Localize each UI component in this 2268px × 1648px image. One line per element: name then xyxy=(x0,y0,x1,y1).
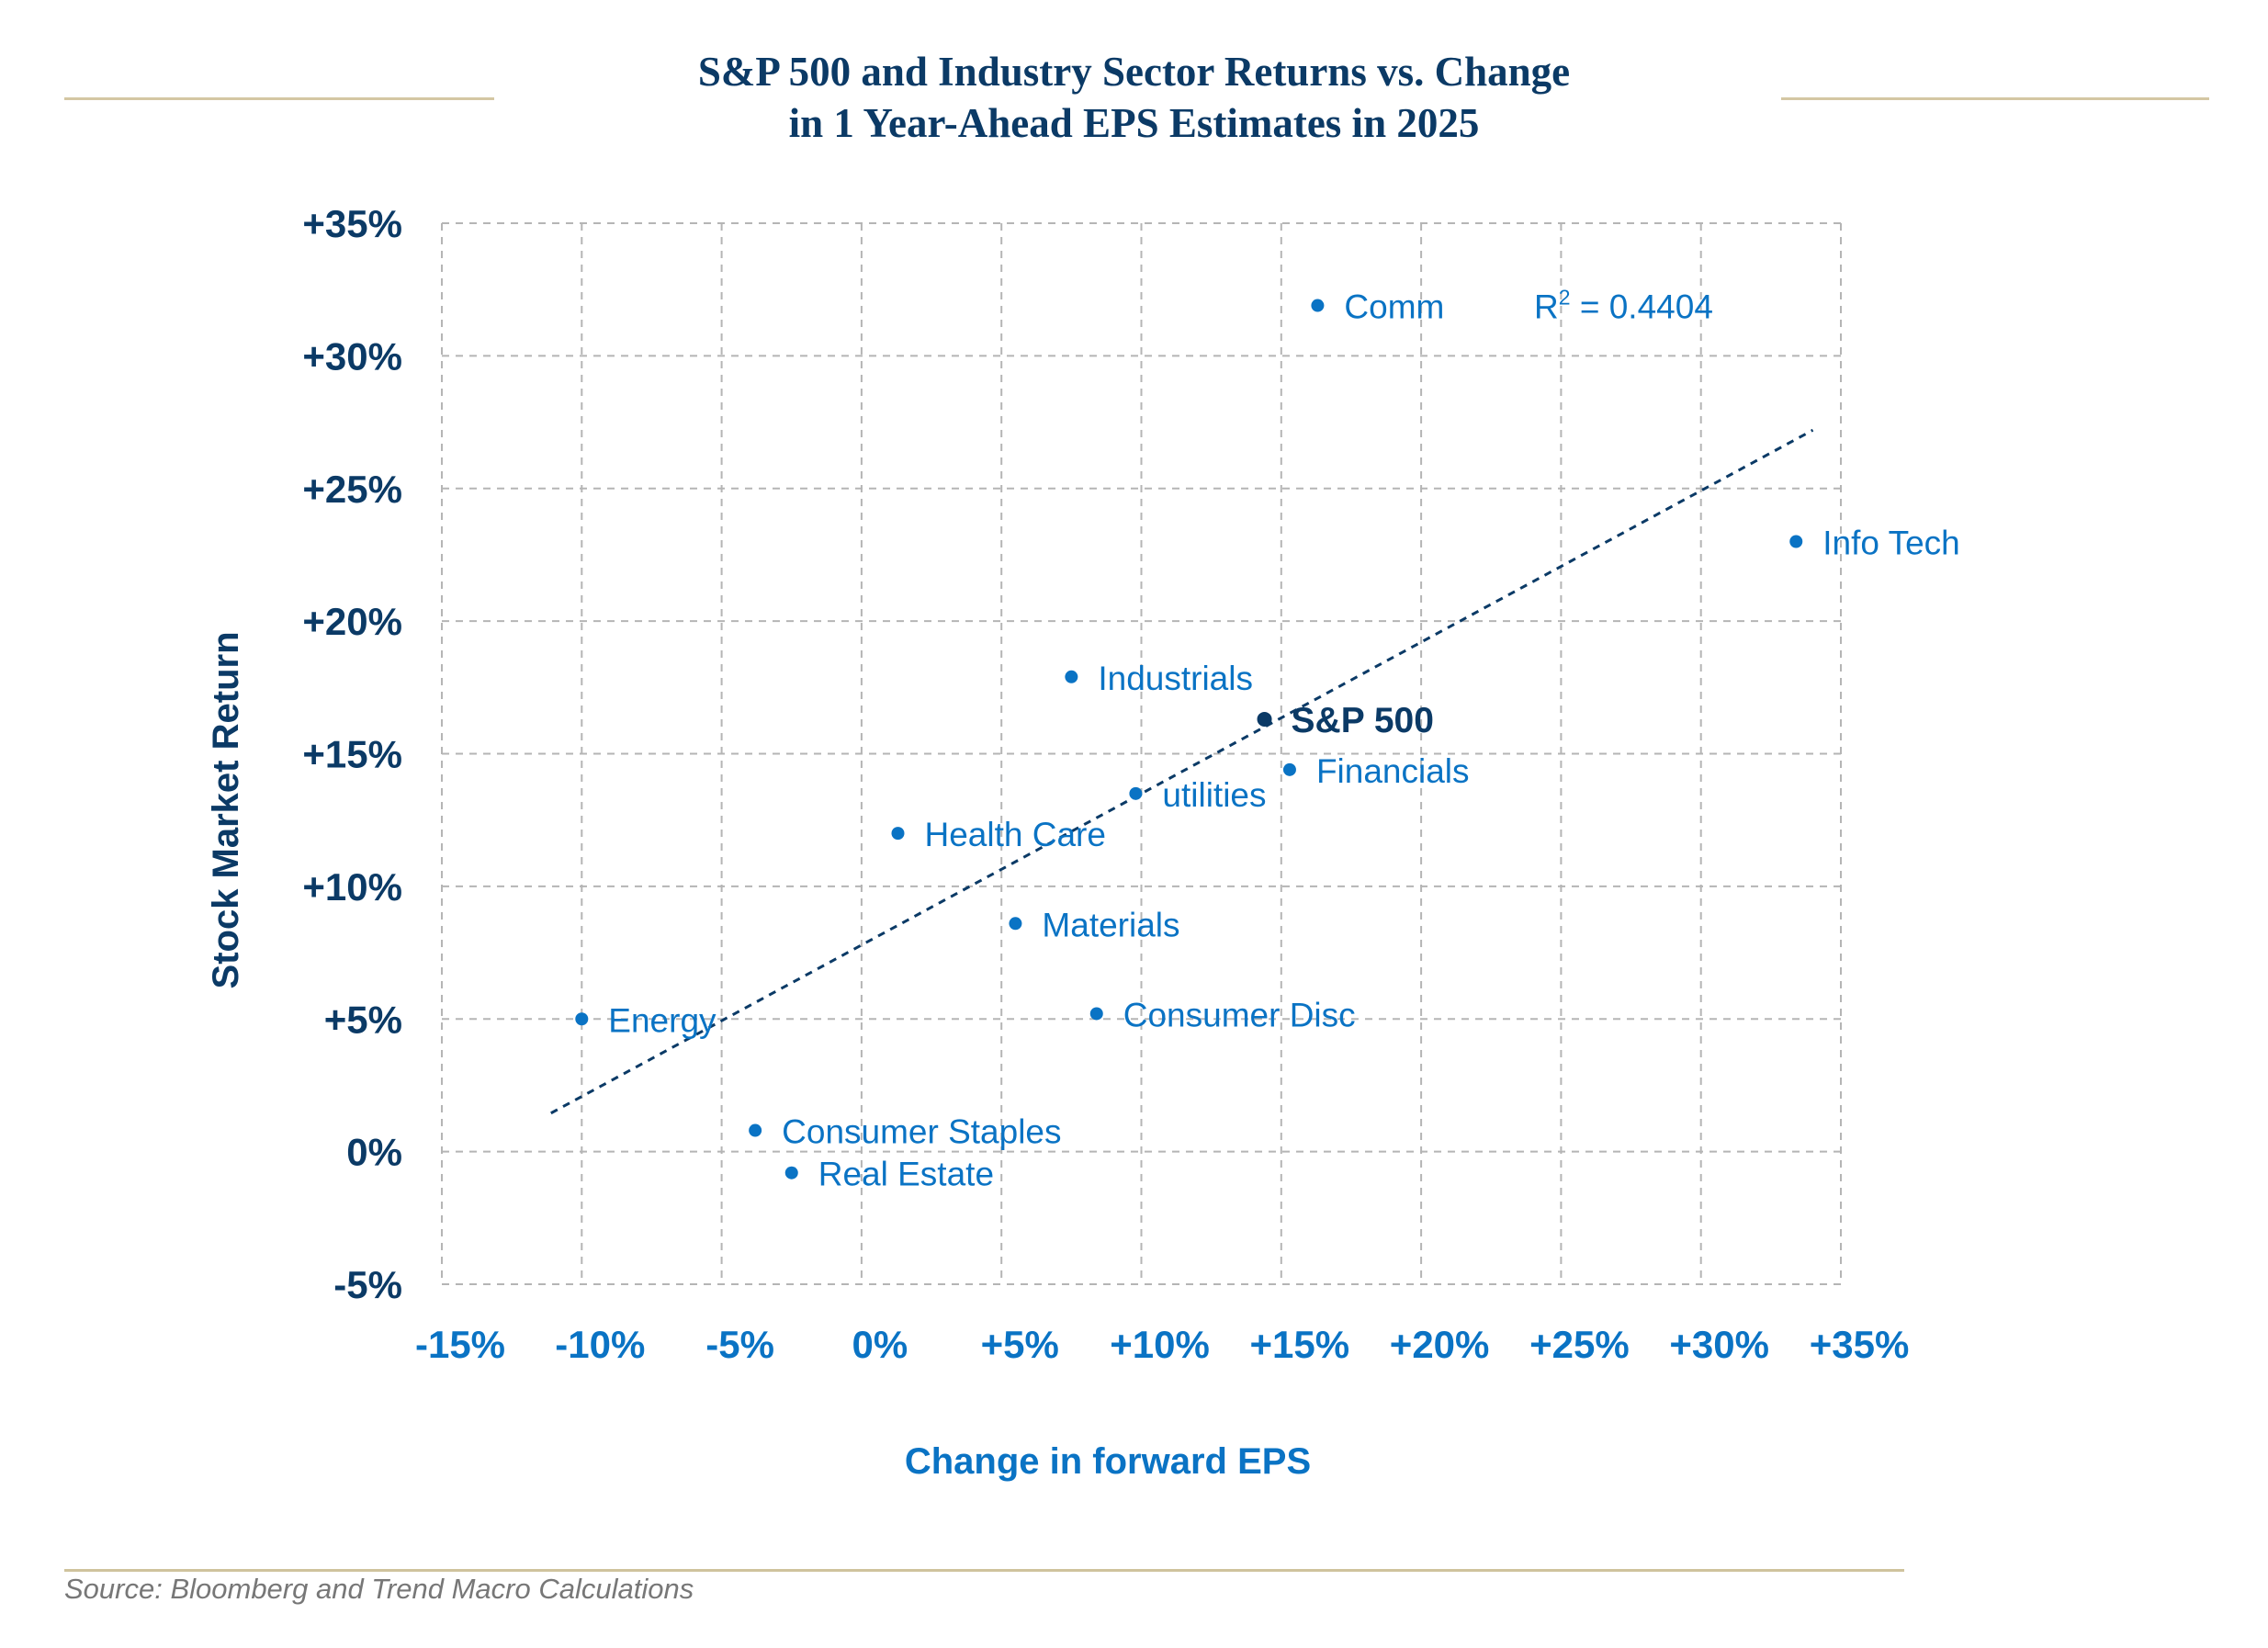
data-point-label: S&P 500 xyxy=(1292,701,1434,740)
y-axis-title: Stock Market Return xyxy=(206,632,246,989)
data-point-label: Health Care xyxy=(924,816,1105,853)
data-point xyxy=(891,827,905,841)
x-tick-label: +30% xyxy=(1669,1323,1769,1366)
y-tick-label: 0% xyxy=(346,1131,402,1174)
grid-lines xyxy=(441,222,1842,1285)
data-point-label: Consumer Disc xyxy=(1123,996,1356,1033)
data-point-label: Financials xyxy=(1316,752,1470,790)
source-note: Source: Bloomberg and Trend Macro Calcul… xyxy=(64,1573,694,1605)
data-point xyxy=(1065,670,1078,683)
data-point xyxy=(1257,711,1272,727)
y-tick-label: +30% xyxy=(302,334,402,378)
data-point xyxy=(1009,917,1022,931)
x-tick-label: -15% xyxy=(415,1323,505,1366)
data-point xyxy=(1129,786,1143,800)
data-point-label: Real Estate xyxy=(818,1156,994,1193)
x-axis-ticks: -15% -10% -5% 0% +5% +10% +15% +20% +25% +30% +35% xyxy=(415,1323,1909,1366)
title-decoration-left xyxy=(64,97,494,100)
chart-title: S&P 500 and Industry Sector Returns vs. … xyxy=(0,46,2268,149)
y-tick-label: +5% xyxy=(324,998,402,1041)
y-tick-label: +20% xyxy=(302,600,402,643)
data-point-label: Info Tech xyxy=(1822,525,1959,562)
r-squared-annotation: R2 = 0.4404 xyxy=(1534,286,1713,326)
x-tick-label: 0% xyxy=(852,1323,908,1366)
data-point xyxy=(1282,762,1296,776)
data-point-label: utilities xyxy=(1162,776,1266,814)
data-point-group: Real Estate xyxy=(784,1156,994,1193)
data-point-label: Energy xyxy=(608,1001,717,1039)
x-tick-label: -5% xyxy=(705,1323,774,1366)
y-tick-label: +15% xyxy=(302,733,402,776)
r-squared-value: = 0.4404 xyxy=(1571,288,1713,326)
data-point xyxy=(1311,299,1325,312)
x-axis-title: Change in forward EPS xyxy=(905,1441,1311,1482)
x-tick-label: -10% xyxy=(555,1323,645,1366)
x-tick-label: +35% xyxy=(1810,1323,1910,1366)
data-point-group: Comm xyxy=(1311,288,1444,326)
data-point xyxy=(575,1012,589,1026)
x-tick-label: +20% xyxy=(1390,1323,1490,1366)
chart-title-line-1: S&P 500 and Industry Sector Returns vs. … xyxy=(697,49,1571,95)
data-point-label: Comm xyxy=(1344,288,1444,326)
data-point-group: Financials xyxy=(1282,752,1470,790)
y-axis-ticks: +35% +30% +25% +20% +15% +10% +5% 0% -5% xyxy=(302,202,402,1306)
data-point xyxy=(749,1123,762,1137)
data-point-group: Energy xyxy=(575,1001,717,1039)
data-point-group: Health Care xyxy=(891,816,1106,853)
x-tick-label: +10% xyxy=(1110,1323,1210,1366)
title-decoration-right xyxy=(1781,97,2209,100)
data-point-group: Materials xyxy=(1009,906,1180,943)
data-point-group: S&P 500 xyxy=(1257,701,1434,740)
data-point-group: Consumer Staples xyxy=(749,1113,1062,1151)
x-tick-label: +25% xyxy=(1529,1323,1630,1366)
data-point xyxy=(1089,1007,1103,1021)
x-tick-label: +15% xyxy=(1250,1323,1350,1366)
data-point xyxy=(1789,535,1803,548)
y-tick-label: +10% xyxy=(302,865,402,909)
data-point-label: Consumer Staples xyxy=(782,1113,1061,1151)
x-tick-label: +5% xyxy=(981,1323,1059,1366)
y-tick-label: -5% xyxy=(333,1263,402,1306)
data-points: Comm Info Tech Industrials S&P 500 Financial… xyxy=(575,288,1960,1193)
data-point-group: Industrials xyxy=(1065,660,1253,697)
y-tick-label: +35% xyxy=(302,202,402,245)
data-point xyxy=(784,1166,798,1180)
data-point-group: utilities xyxy=(1129,776,1267,814)
data-point-group: Info Tech xyxy=(1789,525,1960,562)
chart-title-line-2: in 1 Year-Ahead EPS Estimates in 2025 xyxy=(788,100,1480,146)
data-point-label: Materials xyxy=(1042,906,1179,943)
y-tick-label: +25% xyxy=(302,468,402,511)
footer-divider xyxy=(64,1569,1904,1572)
r-squared-base: R xyxy=(1534,288,1559,326)
trendline xyxy=(550,428,1814,1115)
data-point-group: Consumer Disc xyxy=(1089,996,1356,1033)
data-point-label: Industrials xyxy=(1098,660,1253,697)
r-squared-superscript: 2 xyxy=(1559,286,1571,310)
